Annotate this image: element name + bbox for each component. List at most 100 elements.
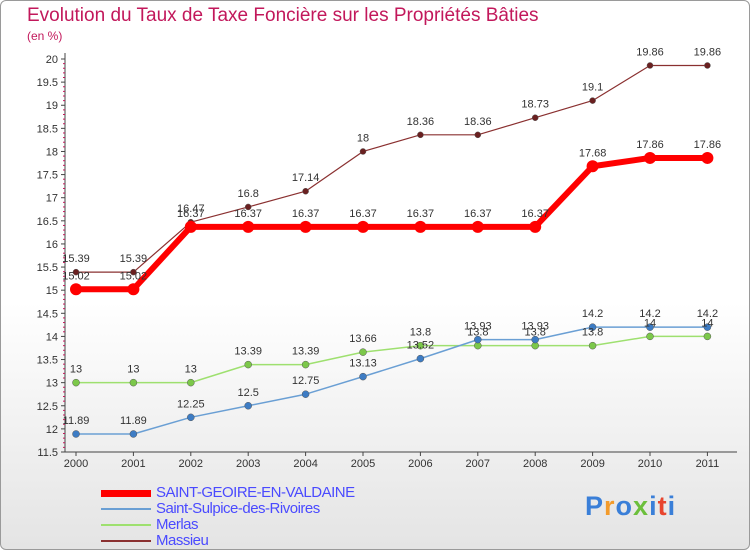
x-tick-label: 2010 bbox=[638, 458, 662, 470]
series-2-data-label: 13 bbox=[185, 364, 197, 376]
x-tick-label: 2008 bbox=[523, 458, 547, 470]
series-0-data-label: 17.86 bbox=[636, 139, 664, 151]
y-tick-label: 13 bbox=[46, 378, 58, 390]
series-1-data-label: 14.2 bbox=[639, 308, 660, 320]
series-3-point bbox=[531, 114, 539, 121]
unit-label: (en %) bbox=[27, 29, 63, 43]
x-tick-label: 2003 bbox=[236, 458, 260, 470]
chart-title: Evolution du Taux de Taxe Foncière sur l… bbox=[27, 5, 539, 26]
series-1-point bbox=[244, 402, 252, 410]
y-tick-label: 13.5 bbox=[37, 355, 58, 367]
series-1-data-label: 12.75 bbox=[292, 375, 320, 387]
series-0-point bbox=[357, 220, 369, 233]
series-line-0 bbox=[73, 154, 711, 293]
legend-label: Massieu bbox=[156, 532, 209, 549]
series-3-data-label: 15.39 bbox=[62, 253, 90, 265]
series-line-2 bbox=[75, 335, 709, 384]
series-3-data-label: 19.86 bbox=[694, 46, 722, 58]
series-0-data-label: 15.02 bbox=[62, 270, 90, 282]
y-tick-label: 19.5 bbox=[37, 77, 58, 89]
proxiti-logo: Proxiti bbox=[585, 491, 676, 522]
series-0-point bbox=[529, 220, 542, 233]
series-2-point bbox=[187, 378, 195, 387]
x-tick-label: 2000 bbox=[64, 458, 88, 470]
series-1-data-label: 11.89 bbox=[120, 415, 147, 427]
series-2-data-label: 14 bbox=[644, 317, 656, 329]
series-3-data-label: 18 bbox=[357, 132, 369, 144]
series-3-data-label: 18.36 bbox=[464, 116, 492, 128]
series-2-data-label: 13.39 bbox=[234, 346, 262, 358]
x-tick-label: 2009 bbox=[580, 458, 604, 470]
series-2-data-label: 13.39 bbox=[292, 346, 320, 358]
y-tick-label: 16 bbox=[46, 239, 58, 251]
logo-letter: o bbox=[615, 491, 634, 521]
series-3-point bbox=[417, 131, 424, 139]
y-tick-label: 14 bbox=[46, 331, 58, 343]
y-tick-label: 18.5 bbox=[37, 123, 58, 135]
series-3-data-label: 19.86 bbox=[636, 46, 664, 58]
series-3-point bbox=[72, 268, 80, 276]
series-0-point bbox=[471, 220, 484, 233]
series-3-point bbox=[589, 97, 596, 104]
series-1-point bbox=[416, 354, 425, 363]
series-2-point bbox=[588, 341, 597, 350]
series-0-data-label: 15.02 bbox=[120, 270, 148, 282]
series-2-data-label: 13.8 bbox=[467, 327, 488, 339]
y-tick-label: 17 bbox=[46, 193, 58, 205]
series-line-1 bbox=[75, 326, 709, 435]
y-tick-label: 16.5 bbox=[37, 216, 58, 228]
y-tick-label: 19 bbox=[46, 100, 58, 112]
series-line-3 bbox=[75, 64, 709, 273]
series-1-data-label: 11.89 bbox=[63, 415, 90, 427]
series-2-point bbox=[416, 341, 425, 350]
logo-letter: P bbox=[585, 491, 605, 521]
series-0-data-label: 16.37 bbox=[521, 208, 549, 220]
series-2-data-label: 13 bbox=[70, 364, 82, 376]
series-3-data-label: 15.39 bbox=[120, 253, 148, 265]
series-1-point bbox=[588, 323, 597, 331]
series-3-data-label: 19.1 bbox=[582, 82, 603, 94]
legend-swatch bbox=[101, 508, 151, 510]
series-3-point bbox=[244, 203, 252, 211]
series-0-data-label: 16.37 bbox=[464, 208, 492, 220]
series-3-point bbox=[704, 62, 711, 69]
logo-letter: t bbox=[657, 491, 668, 521]
logo-letter: r bbox=[604, 491, 616, 521]
series-3-data-label: 18.36 bbox=[407, 116, 435, 128]
series-0-point bbox=[586, 160, 599, 173]
legend-label: Saint-Sulpice-des-Rivoires bbox=[156, 500, 320, 517]
series-1-point bbox=[646, 323, 654, 331]
series-1-point bbox=[72, 430, 80, 438]
series-2-data-label: 13.8 bbox=[524, 327, 545, 339]
series-0-point bbox=[184, 220, 197, 233]
x-tick-label: 2005 bbox=[351, 458, 375, 470]
series-2-point bbox=[301, 360, 310, 369]
series-2-point bbox=[129, 378, 138, 387]
series-1-point bbox=[301, 390, 310, 398]
series-0-data-label: 16.37 bbox=[349, 208, 377, 220]
series-0-point bbox=[127, 283, 140, 296]
series-1-data-label: 13.13 bbox=[349, 358, 377, 370]
y-tick-label: 12 bbox=[46, 424, 58, 436]
series-0-point bbox=[242, 220, 255, 233]
y-tick-label: 15 bbox=[46, 285, 58, 297]
legend-swatch bbox=[101, 540, 151, 542]
y-tick-label: 15.5 bbox=[37, 262, 58, 274]
series-0-point bbox=[414, 220, 427, 233]
series-1-data-label: 12.25 bbox=[177, 398, 205, 410]
logo-letter: i bbox=[649, 491, 658, 521]
x-tick-label: 2004 bbox=[293, 458, 317, 470]
series-1-point bbox=[129, 430, 138, 438]
y-tick-label: 18 bbox=[46, 146, 58, 158]
series-2-data-label: 13.8 bbox=[410, 327, 431, 339]
series-2-point bbox=[244, 360, 252, 369]
legend-swatch bbox=[101, 490, 151, 497]
series-2-point bbox=[359, 348, 367, 356]
series-3-point bbox=[646, 62, 654, 69]
series-2-point bbox=[646, 332, 654, 341]
series-2-data-label: 13 bbox=[127, 364, 139, 376]
legend-label: Merlas bbox=[156, 516, 199, 533]
series-3-point bbox=[302, 187, 309, 195]
